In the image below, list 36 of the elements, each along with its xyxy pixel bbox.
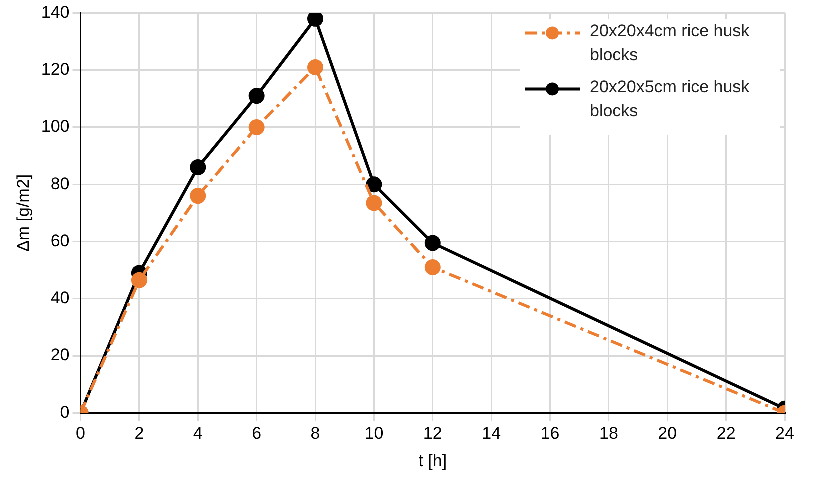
y-tick-label: 60 [50, 231, 70, 250]
x-tick-label: 4 [193, 424, 203, 444]
point [248, 119, 265, 136]
point [424, 235, 441, 252]
point [308, 13, 324, 27]
x-tick-label: 2 [134, 424, 144, 444]
y-axis-title: Δm [g/m2] [14, 174, 33, 252]
x-tick-label: 12 [423, 424, 442, 444]
point [366, 176, 382, 193]
x-tick-label: 20 [658, 424, 678, 444]
y-tick-label: 40 [50, 288, 70, 308]
x-axis-title: t [h] [418, 451, 448, 470]
y-tick-label: 0 [60, 402, 70, 422]
x-tick-label: 8 [310, 424, 320, 444]
y-tick-label: 20 [50, 346, 70, 365]
x-tick-label: 0 [76, 424, 86, 444]
point [424, 259, 441, 276]
x-tick-label: 10 [364, 424, 384, 444]
x-tick-label: 22 [716, 424, 736, 444]
y-tick-label: 120 [41, 60, 70, 80]
y-tick-label: 100 [41, 117, 70, 136]
point [190, 188, 206, 204]
x-tick-label: 18 [599, 424, 618, 444]
x-tick-label: 24 [776, 424, 794, 444]
point [366, 195, 382, 212]
y-tick-label: 80 [50, 174, 70, 194]
point [308, 59, 324, 76]
point [131, 272, 148, 288]
legend-label: 20x20x4cm rice husk blocks [590, 21, 750, 64]
x-tick-label: 14 [482, 424, 502, 444]
x-tick-label: 6 [252, 424, 262, 444]
legend-label: 20x20x5cm rice husk blocks [590, 77, 750, 120]
y-tick-label: 140 [41, 2, 70, 22]
point [248, 88, 265, 104]
point [190, 159, 206, 176]
x-tick-label: 16 [540, 424, 560, 444]
